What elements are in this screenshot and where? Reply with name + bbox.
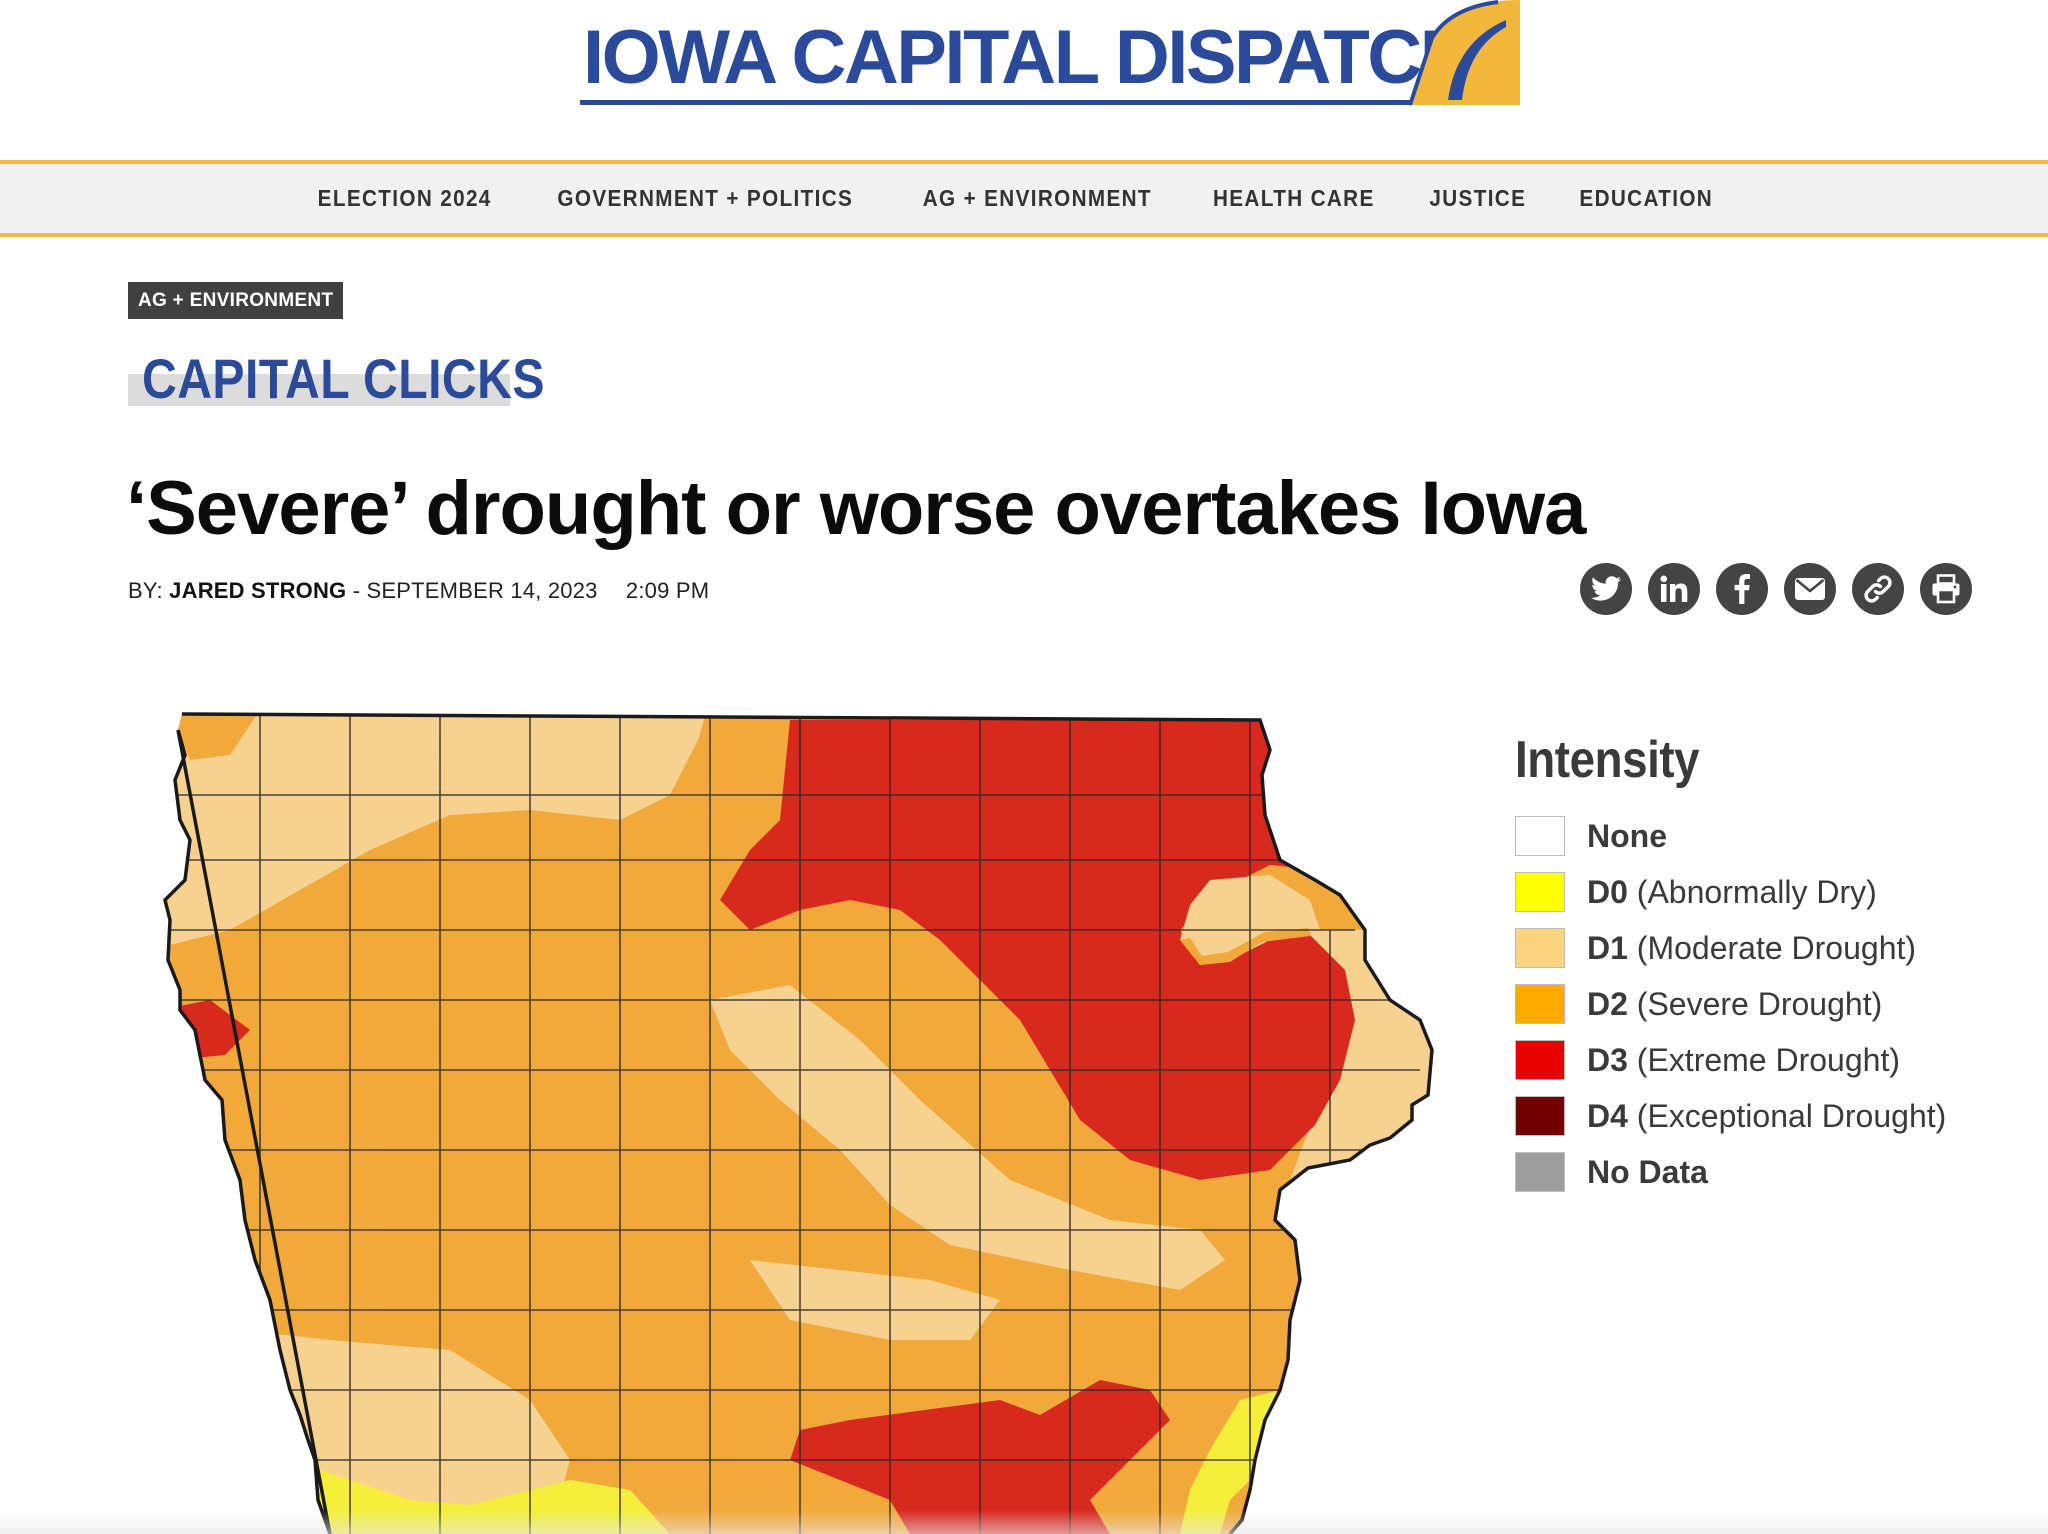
share-facebook-button[interactable] bbox=[1716, 563, 1768, 615]
series-title: CAPITAL CLICKS bbox=[142, 347, 545, 410]
twitter-icon bbox=[1591, 576, 1621, 601]
iowa-drought-map-image bbox=[163, 712, 1434, 1534]
legend-code: D0 bbox=[1587, 873, 1628, 910]
date-separator: - bbox=[352, 578, 361, 603]
byline-prefix: BY: bbox=[128, 578, 163, 603]
legend-item: D0 (Abnormally Dry) bbox=[1515, 864, 1975, 920]
legend-code: D3 bbox=[1587, 1041, 1628, 1078]
site-logo[interactable]: IOWA CAPITAL DISPATCH bbox=[580, 0, 1520, 110]
legend-code: None bbox=[1587, 817, 1667, 854]
facebook-icon bbox=[1734, 574, 1750, 604]
link-icon bbox=[1864, 575, 1892, 603]
legend-swatch-none bbox=[1515, 816, 1565, 856]
bottom-fade bbox=[0, 1510, 2048, 1534]
legend-code: No Data bbox=[1587, 1153, 1708, 1190]
legend-swatch-no-data bbox=[1515, 1152, 1565, 1192]
publish-date: SEPTEMBER 14, 2023 bbox=[366, 578, 598, 603]
nav-item-justice[interactable]: JUSTICE bbox=[1429, 185, 1527, 211]
legend-desc: (Severe Drought) bbox=[1636, 985, 1883, 1022]
series-highlight bbox=[128, 374, 510, 406]
legend-item: D2 (Severe Drought) bbox=[1515, 976, 1975, 1032]
logo-underline bbox=[580, 100, 1420, 105]
legend-code: D4 bbox=[1587, 1097, 1628, 1134]
masthead: IOWA CAPITAL DISPATCH bbox=[0, 0, 2048, 160]
share-linkedin-button[interactable] bbox=[1648, 563, 1700, 615]
legend-swatch-d1 bbox=[1515, 928, 1565, 968]
nav-item-government-politics[interactable]: GOVERNMENT + POLITICS bbox=[557, 185, 854, 211]
share-bar bbox=[1580, 563, 1988, 615]
share-link-button[interactable] bbox=[1852, 563, 1904, 615]
byline: BY: JARED STRONG - SEPTEMBER 14, 2023 2:… bbox=[128, 578, 709, 604]
share-twitter-button[interactable] bbox=[1580, 563, 1632, 615]
legend-swatch-d3 bbox=[1515, 1040, 1565, 1080]
nav-item-ag-environment[interactable]: AG + ENVIRONMENT bbox=[922, 185, 1152, 211]
author-link[interactable]: JARED STRONG bbox=[169, 578, 347, 603]
legend-swatch-d0 bbox=[1515, 872, 1565, 912]
legend-swatch-d4 bbox=[1515, 1096, 1565, 1136]
publish-time: 2:09 PM bbox=[625, 578, 710, 603]
series-label[interactable]: CAPITAL CLICKS bbox=[128, 346, 544, 410]
legend-title: Intensity bbox=[1515, 731, 1700, 789]
legend-desc: (Moderate Drought) bbox=[1636, 929, 1917, 966]
legend-desc: (Exceptional Drought) bbox=[1636, 1097, 1947, 1134]
share-email-button[interactable] bbox=[1784, 563, 1836, 615]
nav-item-election-2024[interactable]: ELECTION 2024 bbox=[317, 185, 492, 211]
article-headline: ‘Severe’ drought or worse overtakes Iowa bbox=[126, 466, 1586, 551]
legend-item: D1 (Moderate Drought) bbox=[1515, 920, 1975, 976]
print-icon bbox=[1932, 574, 1960, 604]
logo-dome-icon bbox=[1410, 0, 1520, 106]
legend-desc: (Extreme Drought) bbox=[1636, 1041, 1900, 1078]
map-legend: Intensity None D0 (Abnormally Dry) D1 (M… bbox=[1515, 730, 1975, 1200]
legend-item: No Data bbox=[1515, 1144, 1975, 1200]
linkedin-icon bbox=[1660, 575, 1688, 602]
site-name: IOWA CAPITAL DISPATCH bbox=[583, 15, 1475, 100]
legend-item: None bbox=[1515, 808, 1975, 864]
main-nav: ELECTION 2024 GOVERNMENT + POLITICS AG +… bbox=[0, 160, 2048, 237]
nav-item-education[interactable]: EDUCATION bbox=[1579, 185, 1713, 211]
legend-code: D1 bbox=[1587, 929, 1628, 966]
category-tag[interactable]: AG + ENVIRONMENT bbox=[128, 282, 344, 319]
email-icon bbox=[1795, 578, 1825, 600]
legend-swatch-d2 bbox=[1515, 984, 1565, 1024]
legend-code: D2 bbox=[1587, 985, 1628, 1022]
legend-item: D3 (Extreme Drought) bbox=[1515, 1032, 1975, 1088]
share-print-button[interactable] bbox=[1920, 563, 1972, 615]
legend-item: D4 (Exceptional Drought) bbox=[1515, 1088, 1975, 1144]
nav-item-health-care[interactable]: HEALTH CARE bbox=[1213, 185, 1376, 211]
legend-desc: (Abnormally Dry) bbox=[1636, 873, 1877, 910]
drought-map bbox=[150, 700, 1480, 1534]
